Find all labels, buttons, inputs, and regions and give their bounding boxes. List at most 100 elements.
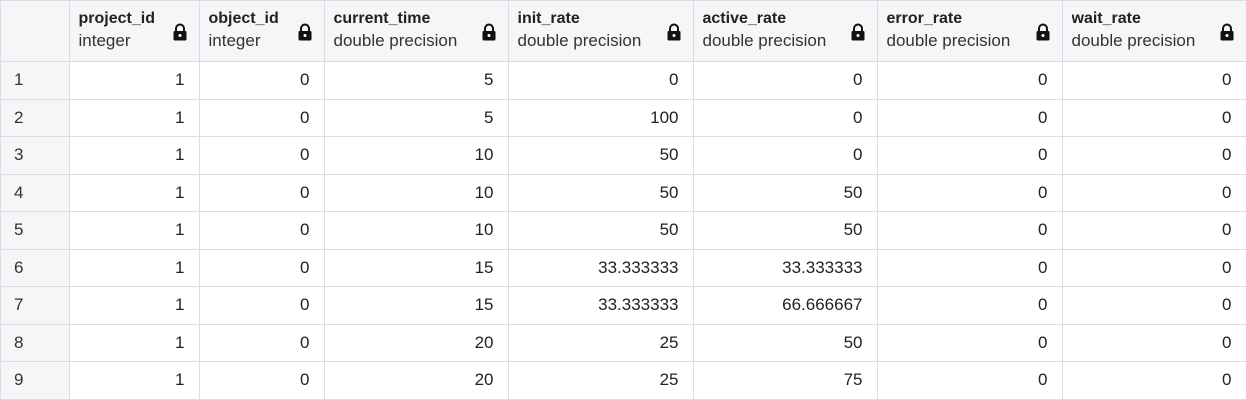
cell-current-time[interactable]: 10 — [324, 174, 509, 212]
column-name: active_rate — [702, 10, 787, 27]
table-row[interactable]: 6 1 0 15 33.333333 33.333333 0 0 — [1, 249, 1246, 287]
table-row[interactable]: 2 1 0 5 100 0 0 0 — [1, 99, 1246, 137]
row-number[interactable]: 7 — [1, 286, 70, 325]
row-number[interactable]: 1 — [1, 61, 70, 100]
cell-wait-rate[interactable]: 0 — [1062, 211, 1246, 250]
table-row[interactable]: 9 1 0 20 25 75 0 0 — [1, 361, 1246, 400]
cell-error-rate[interactable]: 0 — [877, 61, 1063, 100]
column-header-init-rate[interactable]: init_rate double precision — [508, 1, 694, 62]
lock-icon — [851, 23, 864, 41]
cell-active-rate[interactable]: 0 — [693, 99, 878, 137]
cell-error-rate[interactable]: 0 — [877, 361, 1063, 400]
column-name: error_rate — [886, 10, 963, 27]
cell-wait-rate[interactable]: 0 — [1062, 99, 1246, 137]
column-header-wait-rate[interactable]: wait_rate double precision — [1062, 1, 1246, 62]
cell-current-time[interactable]: 5 — [324, 99, 509, 137]
cell-current-time[interactable]: 20 — [324, 324, 509, 362]
cell-project-id[interactable]: 1 — [69, 249, 200, 287]
cell-project-id[interactable]: 1 — [69, 174, 200, 212]
cell-error-rate[interactable]: 0 — [877, 324, 1063, 362]
row-number[interactable]: 3 — [1, 136, 70, 175]
row-number[interactable]: 6 — [1, 249, 70, 287]
cell-init-rate[interactable]: 0 — [508, 61, 694, 100]
cell-object-id[interactable]: 0 — [199, 61, 325, 100]
table-row[interactable]: 8 1 0 20 25 50 0 0 — [1, 324, 1246, 362]
cell-object-id[interactable]: 0 — [199, 211, 325, 250]
cell-wait-rate[interactable]: 0 — [1062, 174, 1246, 212]
cell-current-time[interactable]: 20 — [324, 361, 509, 400]
cell-init-rate[interactable]: 33.333333 — [508, 249, 694, 287]
cell-error-rate[interactable]: 0 — [877, 136, 1063, 175]
table-row[interactable]: 4 1 0 10 50 50 0 0 — [1, 174, 1246, 212]
cell-error-rate[interactable]: 0 — [877, 249, 1063, 287]
cell-active-rate[interactable]: 50 — [693, 324, 878, 362]
cell-active-rate[interactable]: 50 — [693, 211, 878, 250]
cell-object-id[interactable]: 0 — [199, 361, 325, 400]
column-header-object-id[interactable]: object_id integer — [199, 1, 325, 62]
cell-object-id[interactable]: 0 — [199, 136, 325, 175]
table-row[interactable]: 3 1 0 10 50 0 0 0 — [1, 136, 1246, 175]
cell-current-time[interactable]: 10 — [324, 136, 509, 175]
row-number[interactable]: 5 — [1, 211, 70, 250]
cell-current-time[interactable]: 15 — [324, 286, 509, 325]
cell-wait-rate[interactable]: 0 — [1062, 286, 1246, 325]
lock-icon — [298, 23, 311, 41]
column-type: double precision — [1071, 31, 1196, 50]
cell-project-id[interactable]: 1 — [69, 99, 200, 137]
cell-active-rate[interactable]: 33.333333 — [693, 249, 878, 287]
row-number[interactable]: 4 — [1, 174, 70, 212]
row-number-header[interactable] — [1, 1, 70, 62]
cell-init-rate[interactable]: 100 — [508, 99, 694, 137]
column-header-active-rate[interactable]: active_rate double precision — [693, 1, 878, 62]
row-number[interactable]: 9 — [1, 361, 70, 400]
cell-init-rate[interactable]: 50 — [508, 174, 694, 212]
cell-active-rate[interactable]: 0 — [693, 61, 878, 100]
column-header-current-time[interactable]: current_time double precision — [324, 1, 509, 62]
cell-object-id[interactable]: 0 — [199, 286, 325, 325]
row-number[interactable]: 2 — [1, 99, 70, 137]
cell-project-id[interactable]: 1 — [69, 286, 200, 325]
cell-wait-rate[interactable]: 0 — [1062, 61, 1246, 100]
cell-init-rate[interactable]: 50 — [508, 211, 694, 250]
cell-wait-rate[interactable]: 0 — [1062, 136, 1246, 175]
cell-project-id[interactable]: 1 — [69, 61, 200, 100]
cell-object-id[interactable]: 0 — [199, 99, 325, 137]
cell-active-rate[interactable]: 75 — [693, 361, 878, 400]
column-header-error-rate[interactable]: error_rate double precision — [877, 1, 1063, 62]
cell-wait-rate[interactable]: 0 — [1062, 324, 1246, 362]
cell-object-id[interactable]: 0 — [199, 324, 325, 362]
cell-project-id[interactable]: 1 — [69, 136, 200, 175]
cell-current-time[interactable]: 15 — [324, 249, 509, 287]
cell-object-id[interactable]: 0 — [199, 249, 325, 287]
cell-error-rate[interactable]: 0 — [877, 174, 1063, 212]
column-type: integer — [208, 31, 261, 50]
cell-active-rate[interactable]: 66.666667 — [693, 286, 878, 325]
cell-current-time[interactable]: 10 — [324, 211, 509, 250]
cell-init-rate[interactable]: 50 — [508, 136, 694, 175]
cell-project-id[interactable]: 1 — [69, 361, 200, 400]
cell-active-rate[interactable]: 0 — [693, 136, 878, 175]
column-type: double precision — [333, 31, 458, 50]
lock-icon — [667, 23, 680, 41]
cell-wait-rate[interactable]: 0 — [1062, 249, 1246, 287]
cell-error-rate[interactable]: 0 — [877, 286, 1063, 325]
cell-project-id[interactable]: 1 — [69, 324, 200, 362]
cell-error-rate[interactable]: 0 — [877, 99, 1063, 137]
lock-icon — [173, 23, 186, 41]
table-row[interactable]: 7 1 0 15 33.333333 66.666667 0 0 — [1, 286, 1246, 325]
cell-wait-rate[interactable]: 0 — [1062, 361, 1246, 400]
row-number[interactable]: 8 — [1, 324, 70, 362]
cell-active-rate[interactable]: 50 — [693, 174, 878, 212]
table-row[interactable]: 5 1 0 10 50 50 0 0 — [1, 211, 1246, 250]
column-name: current_time — [333, 10, 431, 27]
cell-init-rate[interactable]: 25 — [508, 324, 694, 362]
cell-init-rate[interactable]: 33.333333 — [508, 286, 694, 325]
cell-project-id[interactable]: 1 — [69, 211, 200, 250]
cell-object-id[interactable]: 0 — [199, 174, 325, 212]
column-name: project_id — [78, 10, 155, 27]
cell-current-time[interactable]: 5 — [324, 61, 509, 100]
cell-error-rate[interactable]: 0 — [877, 211, 1063, 250]
column-header-project-id[interactable]: project_id integer — [69, 1, 200, 62]
cell-init-rate[interactable]: 25 — [508, 361, 694, 400]
